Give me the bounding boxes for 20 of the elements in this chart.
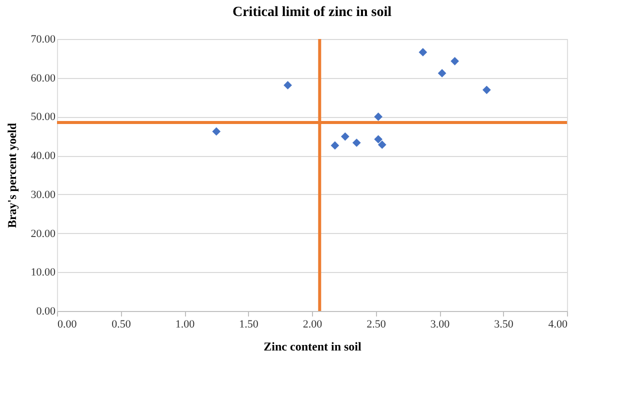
y-tick-label: 50.00 — [30, 111, 56, 124]
y-tick-label: 10.00 — [30, 266, 56, 279]
y-axis-title: Bray's percent yoeld — [4, 122, 19, 228]
x-axis-title: Zinc content in soil — [264, 340, 362, 354]
x-tick-label: 0.00 — [58, 318, 78, 330]
y-tick-label: 30.00 — [30, 188, 56, 201]
y-tick-label: 60.00 — [30, 72, 56, 84]
x-tick-label: 3.00 — [430, 318, 450, 330]
y-tick-label: 20.00 — [30, 228, 56, 240]
x-tick-label: 1.00 — [175, 318, 196, 330]
x-tick-label: 0.50 — [112, 318, 132, 330]
x-tick-label: 3.50 — [494, 318, 514, 330]
y-tick-label: 40.00 — [30, 150, 56, 162]
y-tick-label: 0.00 — [36, 306, 56, 318]
chart-title: Critical limit of zinc in soil — [232, 5, 392, 20]
y-tick-label: 70.00 — [30, 34, 56, 46]
x-tick-label: 2.50 — [366, 318, 386, 330]
x-tick-label: 4.00 — [548, 318, 568, 330]
x-tick-label: 1.50 — [239, 318, 259, 330]
x-tick-label: 2.00 — [302, 318, 323, 330]
